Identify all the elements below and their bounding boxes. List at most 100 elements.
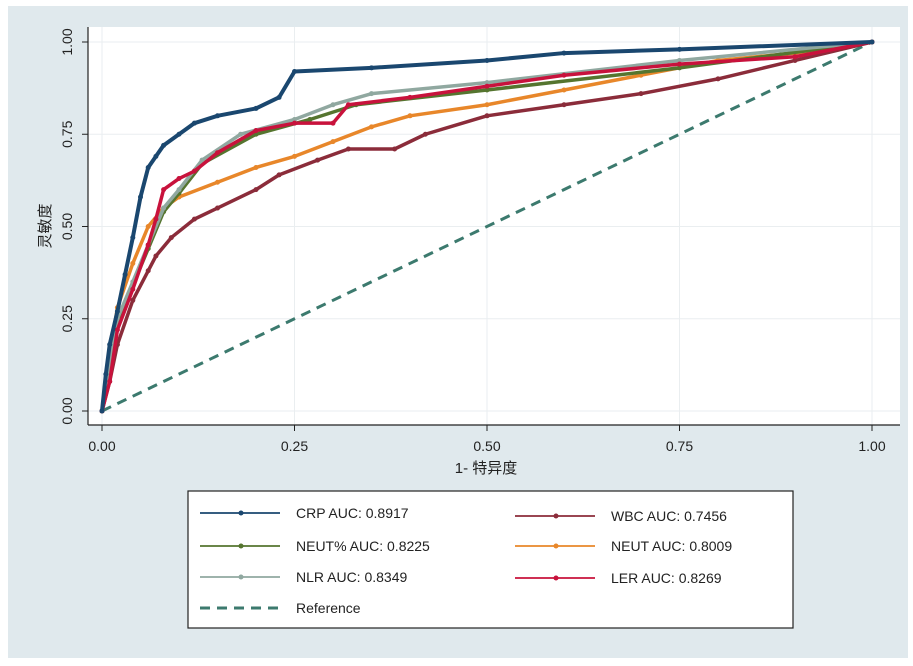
legend-marker: [553, 543, 559, 549]
x-tick-label: 1.00: [858, 438, 885, 454]
data-point: [130, 297, 136, 303]
data-point: [792, 57, 798, 63]
data-point: [422, 131, 428, 137]
x-tick-label: 0.75: [666, 438, 693, 454]
data-point: [292, 120, 297, 126]
data-point: [114, 327, 120, 333]
legend-marker: [553, 513, 559, 519]
data-point: [677, 65, 682, 71]
legend-label: NEUT AUC: 0.8009: [611, 538, 732, 554]
data-point: [276, 94, 282, 100]
legend-marker: [238, 574, 244, 580]
data-point: [484, 87, 490, 93]
data-point: [130, 286, 136, 292]
data-point: [792, 54, 798, 60]
series-line-reference: [101, 40, 873, 413]
data-point: [145, 268, 151, 274]
data-point: [869, 39, 875, 45]
data-point: [215, 179, 220, 185]
data-point: [484, 113, 490, 119]
data-point: [191, 120, 197, 126]
data-point: [253, 164, 259, 170]
data-point: [191, 168, 197, 174]
data-point: [484, 102, 490, 108]
data-point: [292, 69, 297, 75]
legend-label: NEUT% AUC: 0.8225: [296, 538, 430, 554]
data-point: [238, 131, 244, 137]
data-point: [130, 260, 136, 266]
legend-label: WBC AUC: 0.7456: [611, 508, 727, 524]
y-tick-label: 1.00: [59, 28, 75, 55]
data-point: [161, 187, 167, 193]
data-point: [561, 72, 567, 78]
data-point: [114, 308, 120, 314]
y-tick-label: 0.00: [59, 397, 75, 424]
data-point: [253, 105, 259, 111]
data-point: [253, 128, 259, 134]
data-point: [677, 57, 682, 63]
data-point: [561, 102, 567, 108]
data-point: [330, 139, 336, 145]
data-point: [677, 61, 682, 67]
data-point: [561, 50, 567, 56]
data-point: [315, 157, 321, 163]
data-point: [145, 242, 151, 248]
data-point: [407, 113, 413, 119]
data-point: [330, 102, 336, 108]
legend-marker: [553, 575, 559, 581]
data-point: [153, 153, 159, 159]
data-point: [215, 205, 220, 211]
data-point: [484, 80, 490, 86]
series-line-ler: [100, 40, 873, 412]
x-tick-label: 0.00: [88, 438, 115, 454]
data-point: [638, 91, 644, 97]
data-point: [345, 146, 351, 152]
data-point: [369, 91, 374, 97]
data-point: [176, 187, 182, 193]
data-point: [153, 253, 159, 259]
data-point: [103, 371, 109, 377]
legend-label: Reference: [296, 600, 361, 616]
data-point: [345, 102, 351, 108]
data-point: [677, 46, 682, 52]
data-point: [176, 131, 182, 137]
data-point: [215, 113, 220, 119]
data-point: [276, 172, 282, 178]
data-point: [153, 216, 159, 222]
data-point: [407, 94, 413, 100]
legend-label: CRP AUC: 0.8917: [296, 505, 409, 521]
data-point: [138, 194, 143, 200]
x-tick-label: 0.25: [281, 438, 308, 454]
x-axis-label: 1- 特异度: [455, 460, 518, 477]
data-point: [107, 378, 113, 384]
legend-marker: [238, 510, 244, 516]
y-axis-label: 灵敏度: [37, 203, 54, 248]
data-point: [122, 271, 128, 277]
y-tick-label: 0.50: [59, 213, 75, 240]
data-point: [392, 146, 398, 152]
data-point: [292, 153, 297, 159]
data-point: [191, 216, 197, 222]
data-point: [168, 235, 174, 241]
data-point: [161, 205, 167, 211]
data-point: [130, 235, 136, 241]
data-point: [199, 157, 205, 163]
data-point: [145, 224, 151, 229]
data-point: [715, 76, 721, 82]
data-point: [330, 120, 336, 126]
data-point: [369, 124, 374, 130]
data-point: [369, 65, 374, 71]
data-point: [292, 116, 297, 122]
data-point: [484, 57, 490, 63]
data-point: [307, 116, 313, 122]
legend-label: LER AUC: 0.8269: [611, 570, 722, 586]
data-point: [561, 87, 567, 93]
data-point: [176, 176, 182, 182]
y-tick-label: 0.75: [59, 120, 75, 147]
data-point: [253, 187, 259, 193]
data-point: [99, 408, 105, 414]
data-point: [484, 83, 490, 89]
x-tick-label: 0.50: [473, 438, 500, 454]
legend-marker: [238, 543, 244, 549]
